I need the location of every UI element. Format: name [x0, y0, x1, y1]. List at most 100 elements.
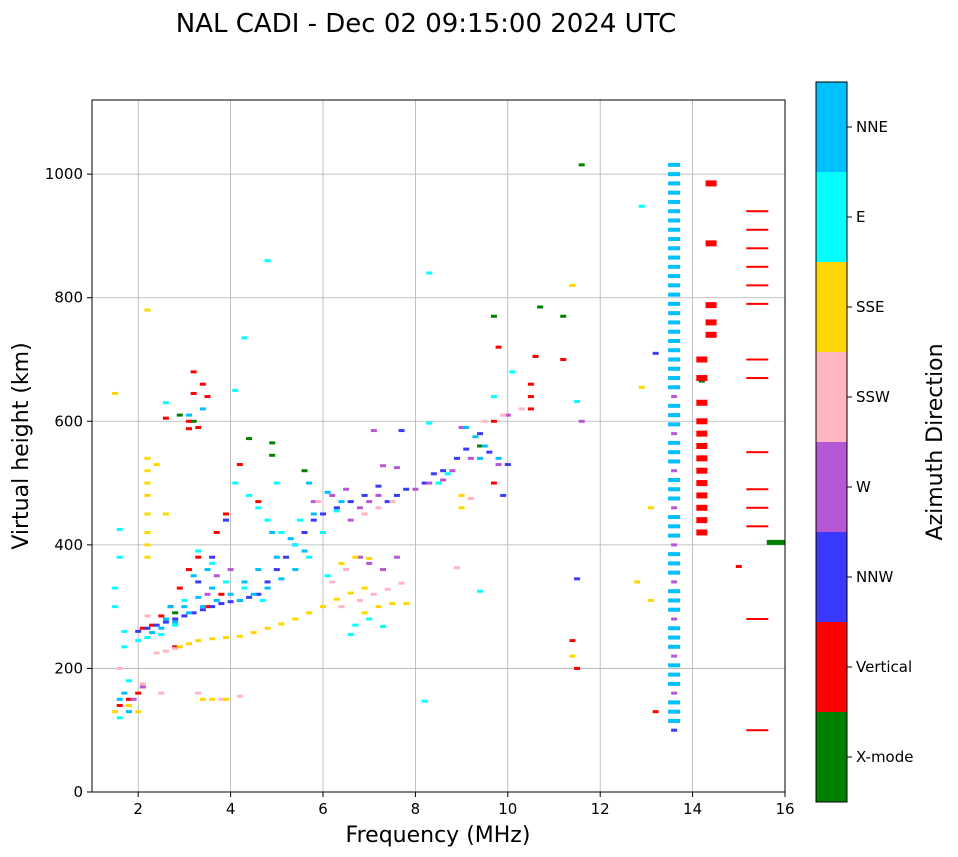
point-x-mode	[269, 441, 276, 445]
colorbar-swatch-w	[816, 442, 847, 532]
point-nne	[241, 580, 248, 584]
point-ssw	[500, 413, 507, 417]
point-nne	[213, 598, 220, 602]
colorbar-swatch-x-mode	[816, 712, 847, 802]
point-w	[504, 413, 511, 417]
point-sse	[458, 493, 465, 497]
point-vertical	[186, 568, 193, 572]
point-sse	[125, 704, 132, 707]
point-nne	[668, 403, 681, 408]
point-w	[375, 493, 382, 497]
y-axis-ticks: 0 200 400 600 800 1000	[45, 165, 92, 801]
point-vertical	[255, 500, 262, 504]
point-e	[241, 586, 248, 590]
point-nnw	[347, 500, 354, 504]
point-nnw	[162, 620, 169, 624]
point-vertical	[195, 555, 202, 559]
point-vertical	[735, 564, 742, 568]
point-e	[116, 555, 123, 559]
point-e	[232, 388, 239, 392]
point-vertical	[746, 265, 769, 268]
point-nne	[199, 407, 206, 411]
point-nnw	[477, 432, 484, 436]
point-sse	[458, 506, 465, 510]
point-w	[671, 469, 678, 473]
point-e	[135, 639, 142, 643]
point-e	[209, 561, 216, 565]
point-nne	[668, 450, 681, 455]
point-e	[324, 574, 331, 578]
point-nnw	[504, 463, 511, 467]
point-vertical	[149, 623, 156, 627]
point-sse	[352, 555, 359, 559]
colorbar-tick-label: NNE	[856, 118, 888, 136]
point-nne	[668, 552, 681, 557]
point-w	[671, 691, 678, 695]
point-nnw	[181, 614, 188, 618]
point-sse	[144, 493, 151, 497]
point-nnw	[403, 487, 410, 491]
point-nne	[668, 709, 681, 714]
point-w	[329, 493, 336, 497]
point-sse	[144, 555, 151, 559]
point-sse	[195, 639, 202, 643]
point-e	[116, 527, 123, 531]
point-w	[380, 568, 387, 572]
point-nnw	[398, 429, 405, 433]
point-e	[426, 271, 433, 275]
point-e	[352, 623, 359, 627]
point-e	[273, 481, 280, 485]
point-nne	[668, 681, 681, 686]
point-e	[421, 699, 428, 703]
point-nne	[668, 320, 681, 325]
point-sse	[222, 636, 229, 640]
y-tick-label: 200	[54, 659, 83, 677]
point-nne	[668, 218, 681, 223]
point-vertical	[746, 247, 769, 250]
point-vertical	[204, 605, 211, 609]
point-vertical	[162, 416, 169, 420]
point-nne	[324, 490, 331, 494]
point-nnw	[375, 484, 382, 488]
point-w	[139, 685, 146, 689]
point-w	[366, 500, 373, 504]
point-nne	[162, 617, 169, 621]
point-vertical	[490, 481, 497, 485]
point-nne	[172, 620, 179, 624]
point-e	[144, 636, 151, 640]
point-nne	[472, 435, 479, 439]
point-nnw	[172, 617, 179, 621]
point-nne	[121, 691, 128, 695]
point-w	[393, 466, 400, 470]
point-nne	[668, 209, 681, 214]
point-ssw	[361, 512, 368, 516]
point-nne	[668, 227, 681, 232]
point-vertical	[696, 517, 708, 524]
colorbar-swatch-ssw	[816, 352, 847, 442]
colorbar-swatch-vertical	[816, 622, 847, 712]
point-nnw	[430, 472, 437, 476]
point-nne	[167, 605, 174, 609]
point-sse	[375, 605, 382, 609]
point-ssw	[144, 614, 151, 618]
y-tick-label: 600	[54, 412, 83, 430]
colorbar-tick-label: Vertical	[856, 658, 912, 676]
point-nne	[668, 663, 681, 668]
point-nne	[668, 626, 681, 631]
point-vertical	[746, 302, 769, 305]
point-nne	[668, 607, 681, 612]
point-vertical	[116, 704, 123, 707]
point-sse	[333, 597, 340, 601]
point-e	[116, 716, 123, 720]
point-e	[333, 509, 340, 513]
point-nne	[158, 626, 165, 630]
point-e	[426, 421, 433, 425]
point-nne	[668, 644, 681, 649]
point-w	[671, 580, 678, 584]
point-ssw	[162, 649, 169, 653]
point-sse	[186, 642, 193, 646]
colorbar-tick-label: NNW	[856, 568, 893, 586]
point-ssw	[329, 580, 336, 584]
point-nne	[199, 605, 206, 609]
x-tick-label: 10	[498, 800, 517, 818]
